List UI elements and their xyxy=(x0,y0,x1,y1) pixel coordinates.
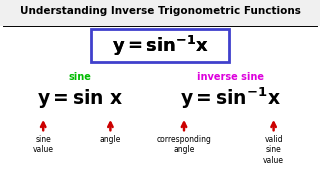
Text: angle: angle xyxy=(100,135,121,144)
Text: sine: sine xyxy=(68,71,92,82)
Text: $\bf{y = sin^{-1}x}$: $\bf{y = sin^{-1}x}$ xyxy=(112,34,208,58)
Text: corresponding
angle: corresponding angle xyxy=(156,135,212,154)
FancyBboxPatch shape xyxy=(91,29,229,62)
Text: $\bf{y = sin^{-1}x}$: $\bf{y = sin^{-1}x}$ xyxy=(112,34,208,58)
Text: $\bf{y = sin^{-1}x}$: $\bf{y = sin^{-1}x}$ xyxy=(180,85,281,111)
Text: $\bf{y = sin\ x}$: $\bf{y = sin\ x}$ xyxy=(37,87,123,110)
Text: sine
value: sine value xyxy=(33,135,54,154)
Text: valid
sine
value: valid sine value xyxy=(263,135,284,165)
Text: Understanding Inverse Trigonometric Functions: Understanding Inverse Trigonometric Func… xyxy=(20,6,300,16)
Bar xyxy=(0,26,320,180)
Text: inverse sine: inverse sine xyxy=(197,71,264,82)
